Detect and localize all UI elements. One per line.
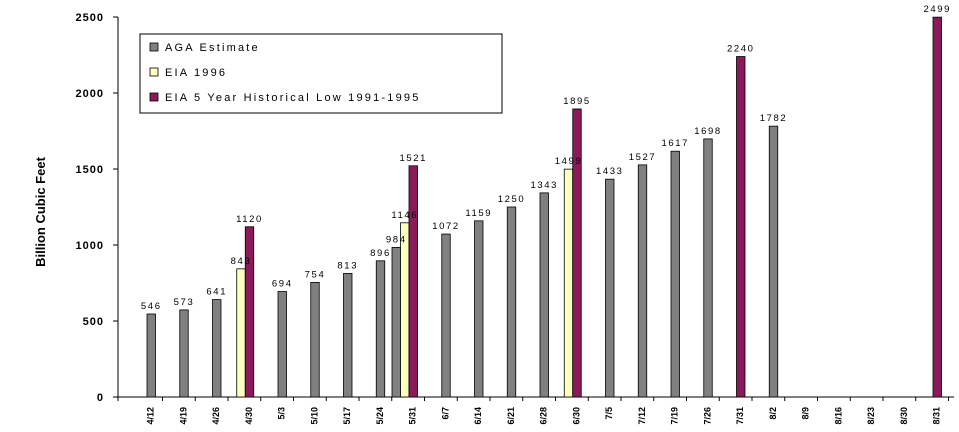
data-label: 1521 bbox=[399, 153, 427, 164]
bar bbox=[179, 309, 189, 398]
bar bbox=[391, 247, 401, 398]
data-label: 1698 bbox=[694, 126, 722, 137]
y-axis-label-group: Billion Cubic Feet bbox=[33, 156, 48, 266]
data-label: 1499 bbox=[555, 156, 583, 167]
x-tick-label: 7/31 bbox=[735, 407, 745, 425]
x-tick-label: 8/16 bbox=[833, 407, 843, 425]
bar bbox=[572, 108, 582, 398]
data-label: 546 bbox=[141, 301, 162, 312]
data-label: 2240 bbox=[727, 44, 755, 55]
y-tick-labels: 0 500 1000 1500 2000 2500 bbox=[76, 12, 104, 404]
x-tick-label: 5/24 bbox=[375, 407, 385, 425]
bar bbox=[343, 273, 353, 398]
bar bbox=[400, 222, 410, 398]
x-tick-label: 7/19 bbox=[670, 407, 680, 425]
axes bbox=[113, 16, 954, 401]
data-label: 1527 bbox=[629, 152, 657, 163]
data-label: 896 bbox=[370, 248, 391, 259]
data-label: 1433 bbox=[596, 166, 624, 177]
x-tick-label: 8/30 bbox=[899, 407, 909, 425]
x-tick-label: 6/28 bbox=[539, 407, 549, 425]
bar bbox=[310, 281, 320, 398]
data-label: 754 bbox=[305, 269, 326, 280]
legend-box bbox=[139, 33, 503, 114]
x-tick-label: 6/21 bbox=[506, 407, 516, 425]
data-label: 1146 bbox=[391, 210, 418, 221]
bar bbox=[670, 150, 680, 398]
y-tick-label: 2500 bbox=[76, 12, 104, 24]
bar bbox=[605, 178, 615, 398]
x-tick-label: 6/14 bbox=[473, 407, 483, 425]
legend-label-aga-estimate: AGA Estimate bbox=[165, 42, 260, 54]
bar bbox=[244, 226, 255, 398]
bar bbox=[441, 233, 451, 398]
bar bbox=[506, 206, 517, 398]
bar bbox=[474, 220, 484, 398]
data-label: 1120 bbox=[236, 214, 263, 225]
legend-swatch-aga-estimate bbox=[149, 42, 159, 52]
bars bbox=[146, 16, 942, 398]
data-label: 641 bbox=[206, 287, 227, 298]
data-label: 1159 bbox=[465, 208, 492, 219]
legend-label-eia-1996: EIA 1996 bbox=[165, 67, 227, 79]
x-tick-label: 8/31 bbox=[932, 407, 942, 425]
x-tick-label: 4/19 bbox=[178, 407, 188, 425]
y-tick-label: 500 bbox=[83, 316, 104, 328]
x-tick-label: 5/3 bbox=[277, 407, 287, 420]
x-tick-label: 6/30 bbox=[571, 407, 581, 425]
data-labels: 546 573 641 843 1120 694 754 813 896 984 1146 1521 1… bbox=[141, 4, 951, 312]
data-label: 1782 bbox=[760, 113, 788, 124]
x-tick-label: 7/26 bbox=[702, 407, 712, 425]
y-tick-label: 0 bbox=[97, 392, 104, 404]
bar bbox=[277, 291, 287, 398]
y-tick-label: 1000 bbox=[76, 240, 104, 252]
legend-swatch-eia-5yr-low bbox=[149, 92, 159, 102]
data-label: 1072 bbox=[432, 221, 460, 232]
bar bbox=[539, 192, 549, 398]
data-label: 694 bbox=[272, 279, 293, 290]
data-label: 573 bbox=[174, 297, 195, 308]
data-label: 1895 bbox=[563, 96, 591, 107]
x-tick-label: 8/23 bbox=[866, 407, 876, 425]
legend-label-eia-5yr-low: EIA 5 Year Historical Low 1991-1995 bbox=[165, 92, 421, 104]
bar bbox=[703, 138, 713, 398]
bar bbox=[736, 56, 746, 398]
x-tick-label: 5/10 bbox=[309, 407, 319, 425]
x-tick-label: 4/26 bbox=[211, 407, 221, 425]
x-tick-label: 4/30 bbox=[244, 407, 254, 425]
x-tick-label: 7/5 bbox=[604, 407, 614, 420]
bar bbox=[932, 16, 942, 398]
bar bbox=[212, 299, 222, 398]
x-tick-label: 4/12 bbox=[146, 407, 156, 425]
data-label: 813 bbox=[337, 260, 358, 271]
bar bbox=[375, 260, 386, 398]
x-tick-labels: 4/12 4/19 4/26 4/30 5/3 5/10 5/17 5/24 5/31 6/7 6/… bbox=[146, 407, 942, 425]
x-tick-label: 8/2 bbox=[768, 407, 778, 420]
x-tick-label: 8/9 bbox=[801, 407, 811, 420]
x-tick-label: 5/17 bbox=[342, 407, 352, 425]
x-tick-label: 7/12 bbox=[637, 407, 647, 425]
data-label: 1343 bbox=[530, 180, 558, 191]
bar bbox=[236, 268, 246, 398]
data-label: 1250 bbox=[498, 194, 526, 205]
bar bbox=[637, 164, 648, 398]
bar bbox=[408, 165, 418, 398]
x-tick-label: 6/7 bbox=[440, 407, 450, 420]
bar bbox=[563, 168, 574, 398]
y-axis-label: Billion Cubic Feet bbox=[33, 156, 48, 266]
data-label: 843 bbox=[231, 256, 252, 267]
data-label: 1617 bbox=[661, 138, 689, 149]
y-tick-label: 2000 bbox=[76, 88, 104, 100]
x-tick-label: 5/31 bbox=[408, 407, 418, 425]
bar bbox=[146, 313, 156, 398]
y-tick-label: 1500 bbox=[76, 164, 104, 176]
legend-swatch-eia-1996 bbox=[149, 67, 159, 77]
legend: AGA Estimate EIA 1996 EIA 5 Year Histori… bbox=[139, 33, 503, 114]
data-label: 984 bbox=[386, 234, 407, 245]
bar bbox=[768, 125, 779, 398]
data-label: 2499 bbox=[923, 4, 951, 15]
